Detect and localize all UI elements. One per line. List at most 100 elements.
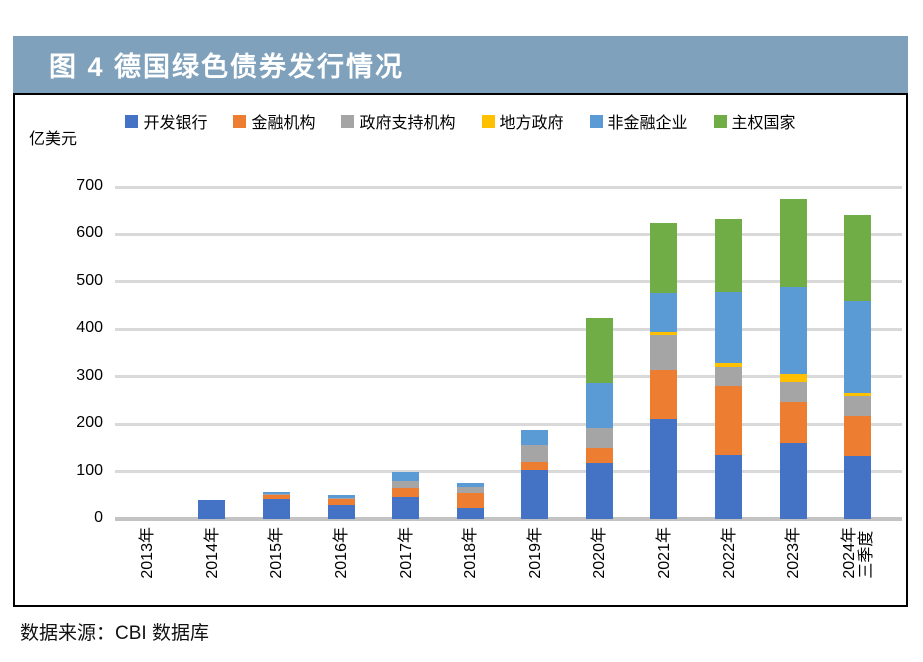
bar-segment — [585, 447, 613, 464]
legend-item: 开发银行 — [125, 109, 207, 133]
bar-segment — [585, 427, 613, 448]
legend-swatch-icon — [233, 114, 247, 128]
legend-swatch-icon — [341, 114, 355, 128]
legend-label: 开发银行 — [143, 115, 208, 132]
figure-title-banner: 图 4 德国绿色债券发行情况 — [13, 36, 908, 93]
y-axis-tick-label: 400 — [76, 319, 103, 337]
gridline — [115, 327, 902, 331]
bar-segment — [392, 487, 420, 498]
x-axis-tick-label: 2024年 三季度 — [840, 527, 875, 579]
x-axis-tick-label: 2019年 — [526, 527, 544, 579]
plot-area: 0 100 200 300 400 500 600 700 2013年 2014年 2015年 201… — [15, 95, 906, 605]
bar-segment — [521, 430, 549, 445]
x-axis-tick-label: 2013年 — [138, 527, 156, 579]
bar-segment — [779, 402, 807, 444]
bar-segment — [844, 455, 872, 519]
bar-segment — [327, 497, 355, 499]
x-axis-tick-label: 2021年 — [655, 527, 673, 579]
bar-segment — [715, 386, 743, 455]
bar-segment — [585, 318, 613, 383]
legend-label: 金融机构 — [251, 115, 316, 132]
legend-item: 非金融企业 — [589, 109, 688, 133]
bar-segment — [198, 500, 226, 519]
y-axis-tick-label: 200 — [76, 414, 103, 432]
x-axis-tick-label: 2023年 — [784, 527, 802, 579]
legend-label: 地方政府 — [499, 115, 564, 132]
legend-item: 主权国家 — [713, 109, 796, 133]
bar-segment — [392, 471, 420, 481]
bar-segment — [392, 497, 420, 519]
bar-segment — [650, 369, 678, 420]
data-source-note: 数据来源：CBI 数据库 — [20, 623, 209, 644]
x-axis-tick-label: 2022年 — [720, 527, 738, 579]
bar-segment — [779, 373, 807, 383]
gridline — [115, 375, 902, 379]
bar-segment — [650, 222, 678, 293]
x-axis-tick-label: 2016年 — [332, 527, 350, 579]
bar-segment — [779, 287, 807, 374]
bar-segment — [585, 382, 613, 428]
bar-segment — [779, 198, 807, 288]
bar-segment — [715, 363, 743, 368]
x-axis-tick-label: 2017年 — [397, 527, 415, 579]
gridline — [115, 232, 902, 236]
bar-segment — [650, 335, 678, 370]
bar-segment — [456, 486, 484, 494]
gridline — [115, 470, 902, 474]
y-axis-tick-label: 600 — [76, 224, 103, 242]
x-axis-tick-label: 2014年 — [203, 527, 221, 579]
bar-segment — [650, 331, 678, 336]
legend-label: 主权国家 — [731, 115, 796, 132]
bar-segment — [327, 504, 355, 519]
legend-label: 政府支持机构 — [359, 115, 456, 132]
bar-segment — [262, 495, 290, 499]
bar-segment — [521, 445, 549, 462]
x-axis-tick-label: 2020年 — [590, 527, 608, 579]
legend-label: 非金融企业 — [607, 115, 688, 132]
x-axis-line — [115, 517, 902, 521]
bar-segment — [456, 493, 484, 509]
bar-segment — [262, 492, 290, 494]
bar-segment — [844, 301, 872, 393]
y-axis-tick-label: 0 — [94, 509, 103, 526]
legend-swatch-icon — [125, 114, 139, 128]
bar-segment — [262, 498, 290, 519]
figure-title: 图 4 德国绿色债券发行情况 — [49, 52, 405, 82]
y-axis-tick-label: 100 — [76, 461, 103, 479]
chart-panel: 开发银行 金融机构 政府支持机构 地方政府 非金融企业 主权国家 亿美元 0 100 200 3… — [13, 93, 908, 607]
y-axis-tick-label: 300 — [76, 366, 103, 384]
bar-segment — [456, 482, 484, 487]
legend-item: 政府支持机构 — [341, 109, 456, 133]
gridline — [115, 422, 902, 426]
legend-item: 金融机构 — [233, 109, 315, 133]
y-axis-tick-label: 500 — [76, 271, 103, 289]
legend-swatch-icon — [713, 114, 727, 128]
bar-segment — [327, 498, 355, 505]
bar-segment — [585, 463, 613, 519]
bar-segment — [392, 480, 420, 488]
bar-segment — [650, 292, 678, 332]
bar-segment — [779, 382, 807, 403]
bar-segment — [262, 493, 290, 496]
bar-segment — [715, 454, 743, 519]
y-axis-tick-label: 700 — [76, 177, 103, 194]
y-axis-unit-label: 亿美元 — [29, 131, 78, 148]
x-axis-tick-label: 2018年 — [461, 527, 479, 579]
gridline — [115, 185, 902, 189]
x-axis-tick-label: 2015年 — [267, 527, 285, 579]
bar-segment — [650, 419, 678, 519]
bar-segment — [844, 396, 872, 416]
bar-segment — [715, 218, 743, 293]
bar-segment — [715, 367, 743, 387]
bar-segment — [844, 415, 872, 456]
legend-item: 地方政府 — [481, 109, 564, 133]
chart-legend: 开发银行 金融机构 政府支持机构 地方政府 非金融企业 主权国家 — [15, 109, 906, 133]
legend-swatch-icon — [589, 114, 603, 128]
bar-segment — [844, 392, 872, 397]
bar-segment — [844, 215, 872, 302]
bar-segment — [715, 292, 743, 364]
legend-swatch-icon — [481, 114, 495, 128]
bar-segment — [521, 461, 549, 471]
gridline — [115, 280, 902, 284]
